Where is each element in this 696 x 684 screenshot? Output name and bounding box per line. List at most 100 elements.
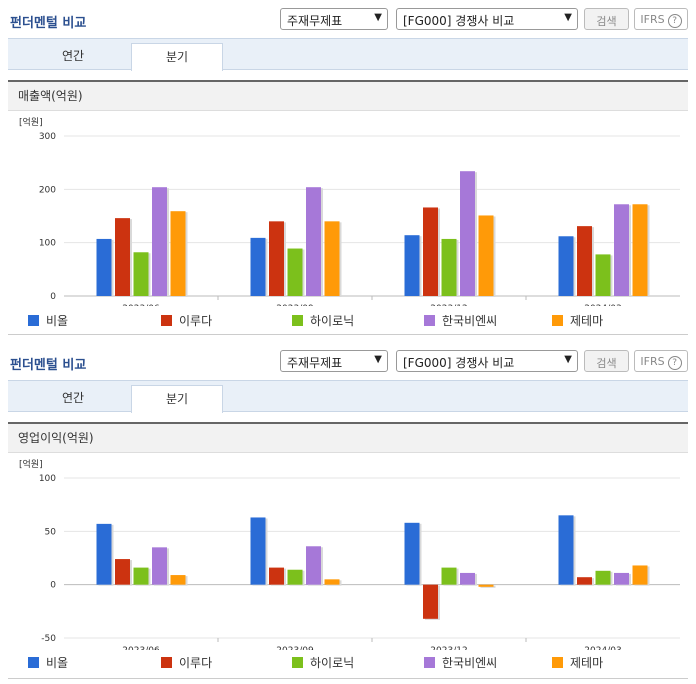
bar: [404, 235, 420, 296]
ifrs-label: IFRS: [640, 13, 665, 26]
bar: [423, 207, 438, 296]
y-tick-label: 0: [50, 581, 56, 591]
bar: [595, 254, 611, 296]
legend-label: 비올: [46, 314, 69, 328]
peer-select[interactable]: [FG000] 경쟁사 비교 ▼: [396, 8, 578, 30]
legend-item: 한국비엔씨: [424, 654, 497, 671]
unit-label: [억원]: [19, 458, 43, 470]
x-tick-label: 2023/12: [430, 646, 467, 650]
legend-swatch: [292, 315, 303, 326]
bar: [460, 171, 475, 296]
legend-swatch: [552, 315, 563, 326]
x-tick-label: 2023/09: [276, 646, 314, 650]
bar: [287, 569, 303, 585]
bar: [152, 187, 167, 296]
y-tick-label: 50: [45, 527, 57, 537]
legend-swatch: [28, 657, 39, 668]
ifrs-button[interactable]: IFRS?: [634, 350, 688, 372]
peer-select[interactable]: [FG000] 경쟁사 비교 ▼: [396, 350, 578, 372]
legend-swatch: [424, 657, 435, 668]
bar: [269, 567, 284, 585]
bar: [614, 572, 629, 585]
legend-item: 이루다: [161, 312, 212, 329]
bar: [460, 572, 475, 585]
help-icon[interactable]: ?: [667, 14, 682, 28]
statement-select[interactable]: 주재무제표 ▼: [280, 350, 388, 372]
bar: [115, 218, 130, 296]
y-tick-label: 300: [39, 132, 56, 142]
bar: [306, 187, 321, 296]
legend-swatch: [161, 315, 172, 326]
legend-label: 한국비엔씨: [442, 314, 498, 328]
statement-select-value: 주재무제표: [287, 14, 343, 28]
tab-quarterly[interactable]: 분기: [131, 385, 223, 413]
x-tick-label: 2023/12: [430, 304, 467, 306]
bar: [577, 577, 592, 585]
search-button[interactable]: 검색: [584, 350, 629, 372]
legend-item: 제테마: [552, 312, 603, 329]
x-tick-label: 2024/03: [584, 646, 621, 650]
ifrs-button[interactable]: IFRS?: [634, 8, 688, 30]
tab-annual[interactable]: 연간: [61, 49, 85, 63]
bar: [133, 567, 149, 585]
panel-header: 펀더멘털 비교 주재무제표 ▼ [FG000] 경쟁사 비교 ▼ 검색 IFRS?: [0, 342, 696, 380]
ifrs-label: IFRS: [640, 355, 665, 368]
x-tick-label: 2024/03: [584, 304, 621, 306]
legend-label: 비올: [46, 656, 69, 670]
bar: [287, 248, 303, 296]
unit-label: [억원]: [19, 116, 43, 128]
tab-quarterly[interactable]: 분기: [131, 43, 223, 71]
chevron-down-icon: ▼: [374, 354, 382, 365]
legend-label: 하이로닉: [310, 314, 355, 328]
bar: [324, 579, 340, 585]
x-tick-label: 2023/06: [122, 646, 160, 650]
chevron-down-icon: ▼: [564, 354, 572, 365]
y-tick-label: 100: [39, 239, 56, 249]
bar: [250, 237, 266, 296]
statement-select-value: 주재무제표: [287, 356, 343, 370]
y-tick-label: 0: [50, 292, 56, 302]
x-tick-label: 2023/09: [276, 304, 314, 306]
legend-swatch: [161, 657, 172, 668]
tab-annual[interactable]: 연간: [61, 391, 85, 405]
legend-label: 이루다: [179, 314, 213, 328]
bar: [423, 584, 438, 619]
legend-item: 하이로닉: [292, 312, 354, 329]
legend-swatch: [424, 315, 435, 326]
bar: [441, 567, 457, 585]
search-button[interactable]: 검색: [584, 8, 629, 30]
section-subtitle: 영업이익(억원): [8, 422, 688, 453]
legend-swatch: [28, 315, 39, 326]
bar: [558, 515, 574, 585]
divider: [8, 678, 688, 679]
panel-title: 펀더멘털 비교: [10, 16, 87, 31]
bar: [170, 211, 186, 296]
bar: [96, 523, 112, 585]
help-icon[interactable]: ?: [667, 356, 682, 370]
bar: [404, 522, 420, 585]
bar: [441, 238, 457, 296]
legend-label: 이루다: [179, 656, 213, 670]
bar: [306, 546, 321, 585]
period-tabs: 연간 분기: [8, 380, 688, 413]
legend-label: 한국비엔씨: [442, 656, 498, 670]
legend-swatch: [292, 657, 303, 668]
legend-item: 하이로닉: [292, 654, 354, 671]
panel-title: 펀더멘털 비교: [10, 358, 87, 373]
chevron-down-icon: ▼: [564, 12, 572, 23]
bar: [170, 575, 186, 585]
fundamental-panel-2: 펀더멘털 비교 주재무제표 ▼ [FG000] 경쟁사 비교 ▼ 검색 IFRS? …: [0, 342, 696, 684]
legend-swatch: [552, 657, 563, 668]
peer-select-value: [FG000] 경쟁사 비교: [403, 356, 515, 370]
legend-label: 제테마: [570, 314, 604, 328]
legend-label: 하이로닉: [310, 656, 355, 670]
operating-profit-chart: [억원] -50 0 50 100 2023/06 2023/09 2023/12 2024/0…: [19, 458, 680, 650]
bar: [577, 226, 592, 296]
statement-select[interactable]: 주재무제표 ▼: [280, 8, 388, 30]
bar: [632, 565, 648, 585]
chevron-down-icon: ▼: [374, 12, 382, 23]
peer-select-value: [FG000] 경쟁사 비교: [403, 14, 515, 28]
legend-label: 제테마: [570, 656, 604, 670]
x-tick-label: 2023/06: [122, 304, 160, 306]
revenue-chart: [억원] 0 100 200 300 2023/06 2023/09 2023/12 2024/…: [19, 116, 680, 306]
